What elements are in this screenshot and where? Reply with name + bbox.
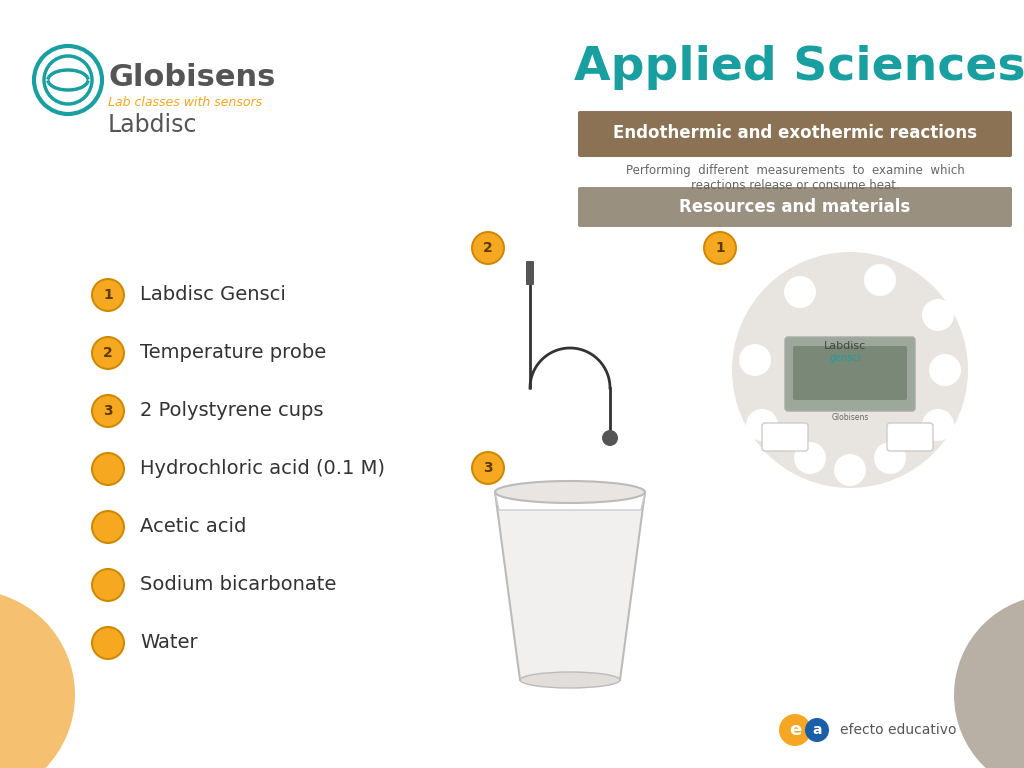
Circle shape [864, 264, 896, 296]
Circle shape [784, 276, 816, 308]
Circle shape [746, 409, 778, 441]
Text: Water: Water [140, 634, 198, 653]
FancyBboxPatch shape [785, 337, 915, 411]
Circle shape [93, 454, 123, 484]
FancyBboxPatch shape [762, 423, 808, 451]
FancyBboxPatch shape [578, 187, 1012, 227]
Text: 1: 1 [103, 288, 113, 302]
Text: Labdisc: Labdisc [824, 341, 866, 351]
Circle shape [794, 442, 826, 474]
Circle shape [471, 451, 505, 485]
Text: Resources and materials: Resources and materials [679, 198, 910, 216]
Circle shape [93, 570, 123, 600]
Polygon shape [495, 492, 645, 680]
Circle shape [705, 233, 735, 263]
Text: e: e [788, 721, 801, 739]
Circle shape [91, 626, 125, 660]
Text: 2: 2 [103, 346, 113, 360]
Text: Acetic acid: Acetic acid [140, 518, 247, 537]
Circle shape [91, 394, 125, 428]
Circle shape [732, 252, 968, 488]
Circle shape [471, 231, 505, 265]
Circle shape [91, 510, 125, 544]
Circle shape [602, 430, 618, 446]
Text: 2: 2 [483, 241, 493, 255]
Circle shape [834, 454, 866, 486]
Circle shape [93, 280, 123, 310]
Circle shape [874, 442, 906, 474]
Text: a: a [812, 723, 821, 737]
Circle shape [473, 453, 503, 483]
Circle shape [922, 409, 954, 441]
Text: Sodium bicarbonate: Sodium bicarbonate [140, 575, 336, 594]
Text: Lab classes with sensors: Lab classes with sensors [108, 97, 262, 110]
Circle shape [93, 628, 123, 658]
Circle shape [93, 512, 123, 542]
Circle shape [954, 595, 1024, 768]
Text: Endothermic and exothermic reactions: Endothermic and exothermic reactions [613, 124, 977, 142]
Circle shape [739, 344, 771, 376]
Circle shape [91, 336, 125, 370]
Text: 2 Polystyrene cups: 2 Polystyrene cups [140, 402, 324, 421]
Text: Labdisc Gensci: Labdisc Gensci [140, 286, 286, 304]
Text: Globisens: Globisens [831, 413, 868, 422]
FancyBboxPatch shape [793, 346, 907, 400]
FancyBboxPatch shape [526, 261, 534, 285]
Circle shape [929, 354, 961, 386]
Circle shape [779, 714, 811, 746]
Circle shape [805, 718, 829, 742]
FancyBboxPatch shape [578, 111, 1012, 157]
Text: Performing  different  measurements  to  examine  which
reactions release or con: Performing different measurements to exa… [626, 164, 965, 192]
Circle shape [91, 452, 125, 486]
Text: 1: 1 [715, 241, 725, 255]
Circle shape [703, 231, 737, 265]
Text: Globisens: Globisens [108, 64, 275, 92]
Circle shape [0, 590, 75, 768]
Text: Labdisc: Labdisc [108, 113, 198, 137]
Circle shape [93, 396, 123, 426]
Circle shape [473, 233, 503, 263]
Ellipse shape [495, 481, 645, 503]
Text: Temperature probe: Temperature probe [140, 343, 327, 362]
Text: 3: 3 [103, 404, 113, 418]
FancyBboxPatch shape [887, 423, 933, 451]
Polygon shape [495, 492, 645, 510]
Text: 3: 3 [483, 461, 493, 475]
Text: Applied Sciences: Applied Sciences [574, 45, 1024, 91]
Circle shape [93, 338, 123, 368]
Text: Hydrochloric acid (0.1 M): Hydrochloric acid (0.1 M) [140, 459, 385, 478]
Circle shape [91, 568, 125, 602]
Text: efecto educativo: efecto educativo [840, 723, 956, 737]
Ellipse shape [520, 672, 620, 688]
Circle shape [922, 299, 954, 331]
Circle shape [91, 278, 125, 312]
Text: gensci: gensci [829, 353, 861, 363]
